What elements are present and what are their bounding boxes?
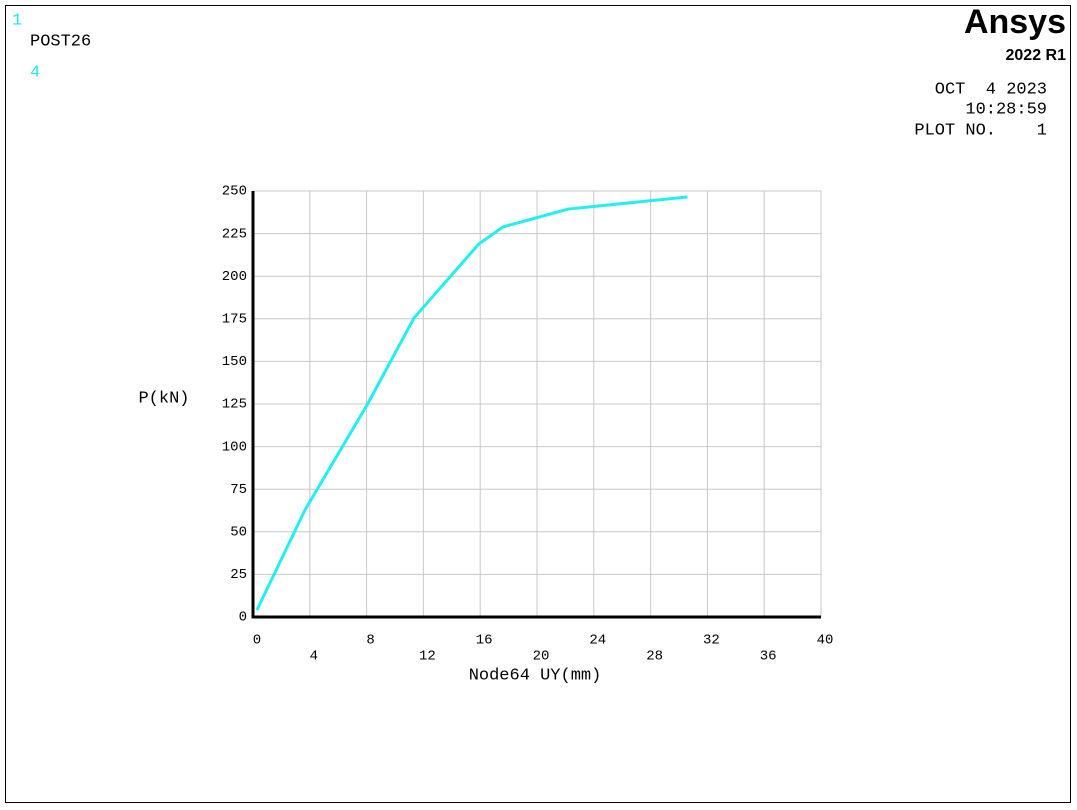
plot-number: PLOT NO. 1 xyxy=(914,121,1047,140)
y-tick-label: 50 xyxy=(230,525,247,541)
x-tick-label: 20 xyxy=(533,649,550,665)
window-number: 1 xyxy=(12,11,22,30)
version: 2022 R1 xyxy=(1006,47,1067,64)
y-tick-label: 75 xyxy=(230,482,247,498)
y-tick-label: 25 xyxy=(230,567,247,583)
y-tick-label: 175 xyxy=(222,312,247,328)
y-tick-label: 125 xyxy=(222,397,247,413)
x-tick-label: 16 xyxy=(476,633,493,649)
x-tick-label: 0 xyxy=(253,633,261,649)
x-tick-label: 32 xyxy=(703,633,720,649)
x-tick-label: 12 xyxy=(419,649,436,665)
x-axis-label: Node64 UY(mm) xyxy=(469,666,602,685)
brand: Ansys xyxy=(964,3,1066,41)
x-tick-label: 24 xyxy=(589,633,606,649)
data-line xyxy=(255,195,688,611)
time: 10:28:59 xyxy=(965,100,1047,119)
curve-number: 4 xyxy=(30,63,40,82)
y-axis-label: P(kN) xyxy=(138,389,189,408)
y-tick-label: 200 xyxy=(222,269,247,285)
y-tick-label: 250 xyxy=(222,184,247,200)
date: OCT 4 2023 xyxy=(935,80,1047,99)
program-label: POST26 xyxy=(30,32,91,51)
y-tick-label: 0 xyxy=(239,610,247,626)
x-tick-label: 40 xyxy=(817,633,834,649)
y-tick-label: 150 xyxy=(222,354,247,370)
x-tick-label: 36 xyxy=(760,649,777,665)
x-tick-label: 28 xyxy=(646,649,663,665)
y-tick-label: 100 xyxy=(222,439,247,455)
x-tick-label: 4 xyxy=(310,649,318,665)
x-tick-label: 8 xyxy=(366,633,374,649)
y-tick-label: 225 xyxy=(222,226,247,242)
